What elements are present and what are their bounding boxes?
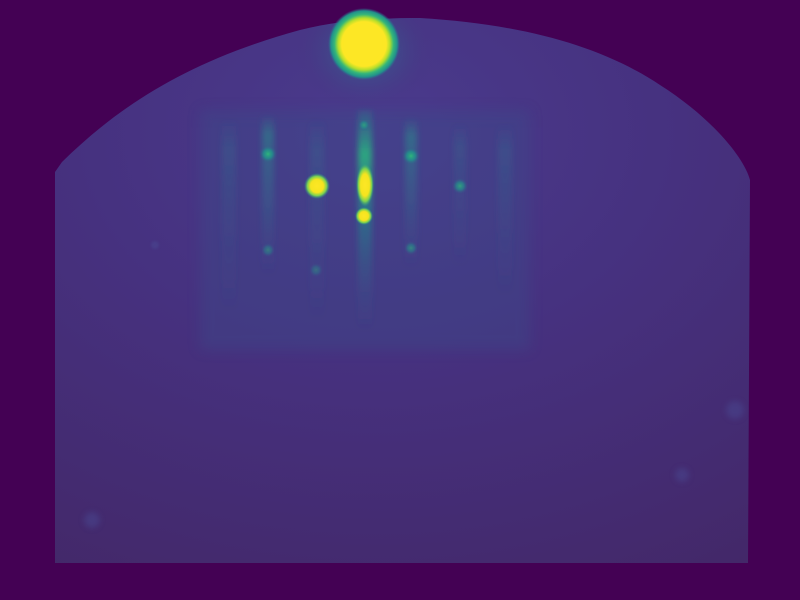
- spot: [404, 241, 418, 255]
- direct-beam: [328, 8, 400, 80]
- spot: [356, 163, 374, 207]
- spot: [452, 178, 468, 194]
- spot: [402, 147, 420, 165]
- streak: [498, 125, 512, 295]
- streak: [454, 125, 466, 265]
- spot: [309, 263, 323, 277]
- spot: [355, 207, 373, 225]
- streak: [310, 120, 324, 320]
- spot: [261, 243, 275, 257]
- spot: [259, 145, 277, 163]
- streak: [222, 120, 236, 310]
- spot: [304, 173, 330, 199]
- background-speckles: [84, 241, 744, 528]
- spot: [358, 119, 370, 131]
- diffraction-spots: [259, 119, 468, 277]
